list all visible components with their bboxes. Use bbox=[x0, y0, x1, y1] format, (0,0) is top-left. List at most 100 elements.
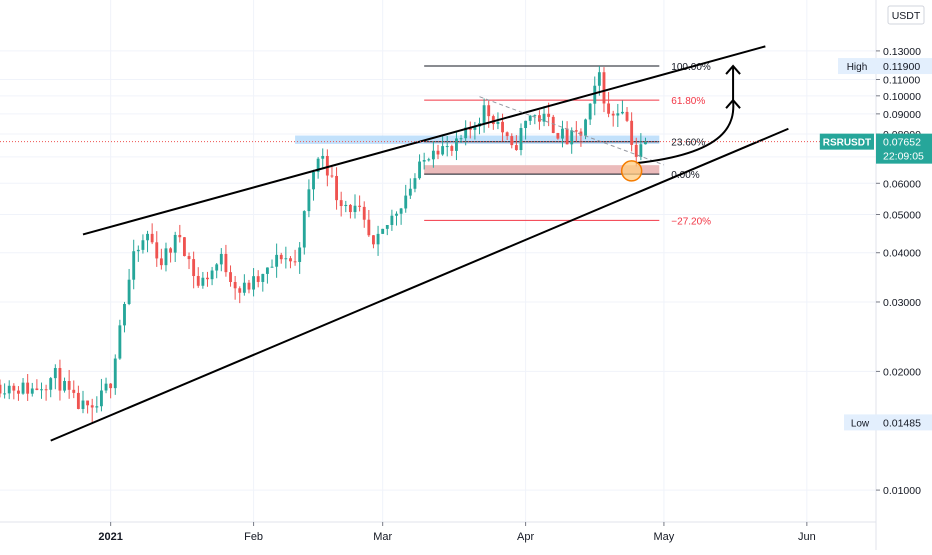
candle-body bbox=[473, 126, 477, 130]
candle-body bbox=[372, 235, 375, 245]
candle-body bbox=[141, 240, 145, 250]
candle-body bbox=[431, 150, 435, 160]
y-tick-label: 0.03000 bbox=[883, 297, 921, 309]
candle-body bbox=[570, 130, 574, 145]
candle bbox=[597, 66, 601, 96]
candle bbox=[35, 379, 39, 391]
symbol-tag-bg bbox=[819, 133, 874, 150]
candle bbox=[528, 114, 532, 125]
candle-body bbox=[630, 120, 634, 145]
candle bbox=[3, 383, 7, 399]
candle bbox=[339, 191, 343, 217]
high-label: High 0.11900 bbox=[838, 58, 932, 75]
candle bbox=[76, 385, 80, 410]
candle-body bbox=[491, 116, 495, 125]
candle bbox=[514, 135, 518, 151]
candle-body bbox=[574, 130, 578, 132]
candle-body bbox=[233, 282, 237, 289]
y-tick-label: 0.04000 bbox=[883, 248, 921, 260]
candle-body bbox=[173, 234, 177, 253]
candle bbox=[441, 135, 445, 156]
candle-body bbox=[312, 171, 315, 190]
candle-body bbox=[150, 233, 154, 243]
candle bbox=[169, 247, 173, 263]
candle bbox=[150, 223, 154, 245]
countdown: 22:09:05 bbox=[883, 151, 924, 163]
candle bbox=[390, 209, 394, 231]
fibonacci-retracement[interactable]: 100.00%61.80%23.60%0.00%−27.20% bbox=[424, 62, 711, 227]
candle-body bbox=[316, 158, 320, 172]
x-tick-label: Jun bbox=[798, 531, 816, 543]
candle-body bbox=[418, 161, 421, 179]
candle-body bbox=[26, 382, 30, 394]
candle-body bbox=[72, 389, 76, 393]
candle-body bbox=[588, 103, 592, 120]
candle bbox=[63, 377, 66, 393]
candle bbox=[40, 382, 43, 399]
candle-body bbox=[510, 136, 514, 146]
candle bbox=[376, 225, 380, 256]
candle-body bbox=[547, 113, 551, 117]
candle-body bbox=[49, 378, 53, 390]
candle bbox=[625, 107, 629, 123]
candle bbox=[49, 376, 53, 398]
currency-button[interactable] bbox=[887, 5, 925, 25]
candle-body bbox=[496, 121, 500, 125]
low-label-name: Low bbox=[851, 418, 870, 429]
candle-body bbox=[67, 381, 71, 390]
candle-body bbox=[395, 213, 398, 216]
candle-body bbox=[321, 155, 325, 159]
fib-level-label: −27.20% bbox=[671, 216, 711, 227]
candle bbox=[533, 114, 537, 125]
candle-body bbox=[146, 233, 149, 241]
candle-body bbox=[593, 85, 597, 104]
candle bbox=[100, 378, 103, 412]
candle-body bbox=[284, 258, 288, 260]
upper-channel-line[interactable] bbox=[82, 45, 766, 236]
low-label-value: 0.01485 bbox=[883, 417, 921, 429]
candle-body bbox=[210, 270, 214, 280]
candle bbox=[224, 244, 228, 277]
candles bbox=[0, 66, 647, 423]
candle-body bbox=[95, 406, 99, 408]
candle-body bbox=[597, 72, 601, 86]
candle bbox=[206, 271, 209, 287]
candle-body bbox=[182, 237, 186, 257]
candle-body bbox=[579, 131, 583, 136]
candle bbox=[395, 211, 398, 226]
candle-body bbox=[35, 388, 39, 391]
candle-body bbox=[90, 405, 94, 408]
candle bbox=[413, 173, 417, 193]
candle bbox=[588, 103, 592, 125]
candle bbox=[141, 234, 145, 254]
lower-channel-line[interactable] bbox=[50, 127, 789, 442]
candle-body bbox=[408, 188, 412, 196]
candle bbox=[455, 130, 458, 161]
candle-body bbox=[169, 248, 173, 253]
drawings[interactable] bbox=[0, 45, 876, 442]
candle-body bbox=[104, 383, 108, 391]
candle bbox=[602, 67, 606, 113]
candle bbox=[164, 242, 168, 272]
candle-body bbox=[348, 204, 352, 213]
candle-body bbox=[445, 146, 449, 148]
candle bbox=[252, 268, 256, 297]
candle bbox=[344, 200, 348, 213]
candle-body bbox=[256, 276, 260, 282]
candle bbox=[436, 144, 440, 160]
candle-body bbox=[270, 266, 274, 268]
candle bbox=[381, 228, 385, 235]
projection-curve[interactable] bbox=[636, 100, 735, 165]
y-tick-label: 0.02000 bbox=[883, 366, 921, 378]
candle bbox=[178, 224, 182, 243]
candle-body bbox=[44, 389, 48, 391]
candle bbox=[404, 184, 408, 213]
candle bbox=[123, 301, 126, 333]
highlight-marker bbox=[620, 160, 643, 182]
price-labels: High 0.11900 Low 0.01485 RSRUSDT 0.07652 22:09… bbox=[819, 58, 932, 431]
candle bbox=[90, 398, 94, 423]
candle bbox=[399, 207, 403, 225]
